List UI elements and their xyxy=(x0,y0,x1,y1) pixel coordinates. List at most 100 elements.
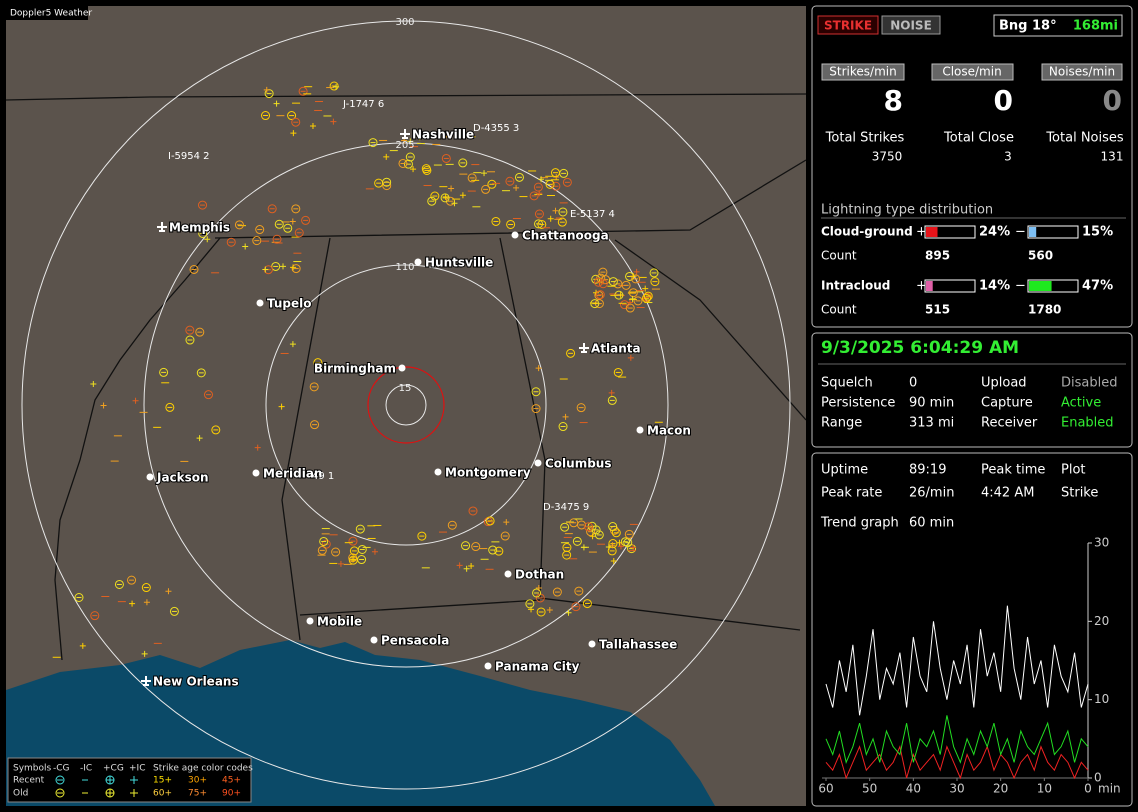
strike-symbol xyxy=(503,519,510,526)
strike-symbol xyxy=(627,544,637,554)
strike-symbol xyxy=(471,542,481,552)
rate-button[interactable] xyxy=(821,63,905,81)
trend-window: 60 min xyxy=(909,516,954,531)
city-label: Nashville xyxy=(412,128,474,142)
strike-symbol xyxy=(546,607,553,614)
legend-header: -CG xyxy=(53,764,70,774)
strike-symbol xyxy=(481,184,491,194)
rate-label: Close/min xyxy=(942,65,1001,79)
noise-button[interactable] xyxy=(881,15,941,35)
percent-label: 14% xyxy=(979,279,1010,294)
rate-button[interactable] xyxy=(1041,63,1123,81)
city-dot xyxy=(414,258,422,266)
city-label: Atlanta xyxy=(591,342,641,356)
strike-symbol xyxy=(552,587,562,597)
strike-symbol xyxy=(255,225,265,235)
border xyxy=(214,159,806,239)
strike-symbol xyxy=(485,516,495,526)
close-ring xyxy=(367,366,445,444)
x-tick-label: 40 xyxy=(906,782,921,796)
strike-symbol xyxy=(442,193,449,200)
city-label: Columbus xyxy=(545,457,612,471)
strike-symbol xyxy=(440,193,450,203)
bearing-box xyxy=(993,14,1123,37)
range-label: 110 xyxy=(395,262,414,273)
strike-symbol xyxy=(383,153,390,160)
strike-symbol xyxy=(562,413,569,420)
airport-icon xyxy=(141,676,151,686)
sign: − xyxy=(1015,225,1026,240)
strike-symbol xyxy=(290,264,297,271)
strike-symbols xyxy=(52,81,663,658)
strike-button[interactable] xyxy=(817,15,879,35)
count-value: 515 xyxy=(925,303,950,317)
trend-line xyxy=(825,745,1089,780)
strike-symbol xyxy=(261,111,271,121)
strike-symbol xyxy=(127,575,137,585)
strike-symbol xyxy=(576,403,586,413)
strike-symbol xyxy=(291,117,301,127)
border xyxy=(149,93,806,98)
strike-symbol xyxy=(291,204,301,214)
border xyxy=(614,239,806,421)
storm-tag: J-1747 6 xyxy=(342,99,384,110)
status-item: 0 xyxy=(909,376,917,391)
strike-symbol xyxy=(242,243,249,250)
city-dot xyxy=(504,570,512,578)
city-dot xyxy=(252,469,260,477)
strike-symbol xyxy=(198,200,208,210)
percent-label: 24% xyxy=(979,225,1010,240)
y-tick-label: 20 xyxy=(1094,614,1109,628)
rate-button[interactable] xyxy=(931,63,1014,81)
strike-symbol xyxy=(611,528,621,538)
count-label: Count xyxy=(821,303,857,317)
strike-symbol xyxy=(617,543,624,550)
x-tick-label: 30 xyxy=(949,782,964,796)
rate-label: Noises/min xyxy=(1049,65,1115,79)
strike-symbol xyxy=(514,172,524,182)
range-ring xyxy=(265,264,547,546)
strike-symbol xyxy=(513,184,520,191)
strike-symbol xyxy=(283,223,293,233)
strike-symbol xyxy=(458,158,468,168)
border xyxy=(281,237,331,641)
status-item: 90 min xyxy=(909,396,954,411)
strike-symbol xyxy=(468,562,475,569)
strike-symbol xyxy=(448,185,455,192)
strike-symbol xyxy=(609,542,616,549)
strike-symbol xyxy=(272,234,282,244)
legend-text: 90+ xyxy=(222,789,241,799)
strike-symbol xyxy=(252,236,262,246)
strike-symbol xyxy=(289,341,296,348)
panel-text: STRIKE NOISE Bng 18° 168mi Strikes/min 8 Total… xyxy=(818,19,1124,796)
map-labels: 300 205 110 15 Nashville Memphis Chattanooga Hu… xyxy=(141,17,692,690)
strike-symbol xyxy=(280,263,287,270)
strike-symbol xyxy=(90,380,97,387)
strike-symbol xyxy=(560,522,570,532)
trend-item: Uptime xyxy=(821,463,868,478)
strike-symbol xyxy=(317,545,327,555)
range-ring xyxy=(143,142,669,668)
strike-symbol xyxy=(558,207,568,217)
strike-symbol xyxy=(536,607,546,617)
city-label: Meridian xyxy=(263,467,322,481)
city-label: Tupelo xyxy=(267,297,312,311)
strike-symbol xyxy=(289,218,296,225)
city-dot xyxy=(588,640,596,648)
strike-symbol xyxy=(416,134,423,141)
count-label: Count xyxy=(821,249,857,263)
strike-symbol xyxy=(333,83,340,90)
border xyxy=(299,599,541,616)
strike-symbol xyxy=(558,422,568,432)
sign: + xyxy=(916,225,927,240)
strike-symbol xyxy=(329,81,339,91)
count-value: 895 xyxy=(925,249,950,263)
strike-symbol xyxy=(630,544,637,551)
legend-text: 15+ xyxy=(153,776,172,786)
legend-symbols xyxy=(55,775,138,798)
strike-symbol xyxy=(447,520,457,530)
strike-symbol xyxy=(551,181,561,191)
y-tick-label: 30 xyxy=(1094,536,1109,550)
strike-symbol xyxy=(608,277,618,287)
